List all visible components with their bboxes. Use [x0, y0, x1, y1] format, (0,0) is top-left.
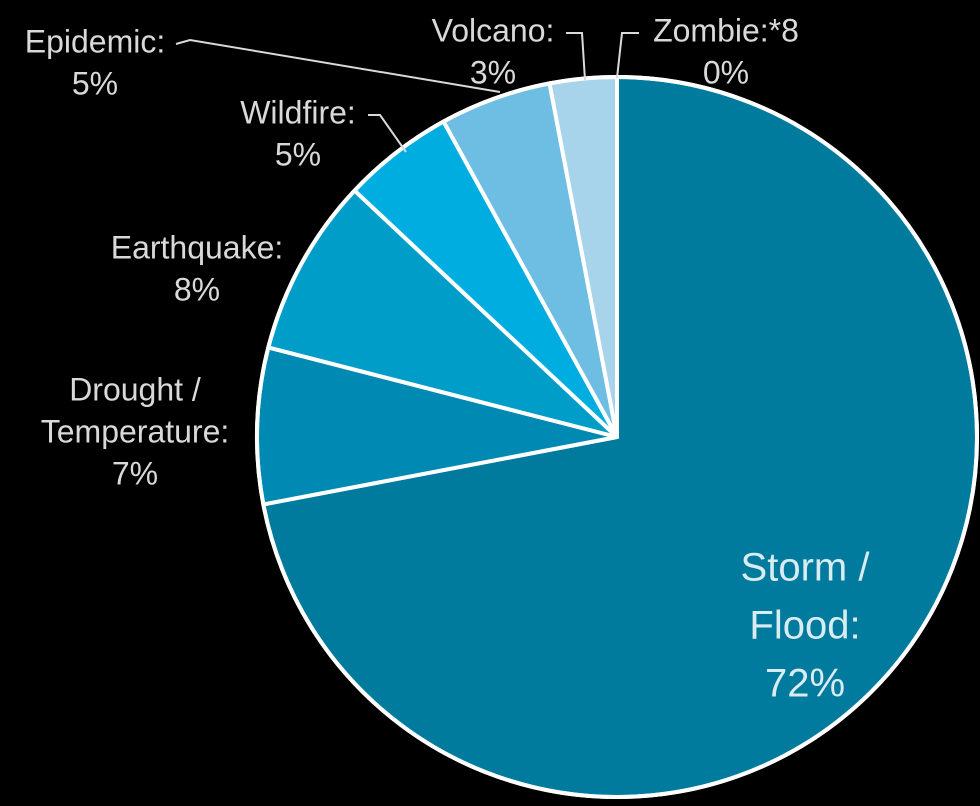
slice-label-zombie-line-1: Zombie:*8	[653, 12, 799, 48]
pie-slices	[255, 75, 979, 799]
leader-line-wildfire	[368, 114, 407, 153]
leader-lines	[175, 32, 639, 153]
slice-label-drought-temperature-line-2: Temperature:	[41, 413, 230, 449]
slice-label-wildfire-line-2: 5%	[275, 136, 321, 172]
slice-label-epidemic-line-1: Epidemic:	[25, 23, 166, 59]
slice-label-storm-flood-line-3: 72%	[765, 662, 845, 706]
slice-label-zombie-line-2: 0%	[703, 54, 749, 90]
slice-label-earthquake-line-2: 8%	[174, 271, 220, 307]
slice-label-drought-temperature-line-3: 7%	[112, 455, 158, 491]
slice-label-wildfire-line-1: Wildfire:	[240, 94, 356, 130]
leader-line-epidemic	[175, 38, 501, 93]
slice-label-drought-temperature-line-1: Drought /	[69, 371, 201, 407]
slice-label-storm-flood-line-2: Flood:	[749, 604, 860, 648]
slice-labels: Storm / Flood: 72% Drought / Temperature: 7% E…	[25, 12, 871, 705]
slice-label-storm-flood-line-1: Storm /	[741, 546, 871, 590]
slice-label-volcano-line-1: Volcano:	[432, 12, 555, 48]
leader-line-volcano	[566, 32, 586, 81]
leader-line-zombie	[616, 32, 639, 79]
slice-label-earthquake-line-1: Earthquake:	[111, 229, 284, 265]
slice-label-volcano-line-2: 3%	[470, 54, 516, 90]
slice-label-epidemic-line-2: 5%	[72, 65, 118, 101]
